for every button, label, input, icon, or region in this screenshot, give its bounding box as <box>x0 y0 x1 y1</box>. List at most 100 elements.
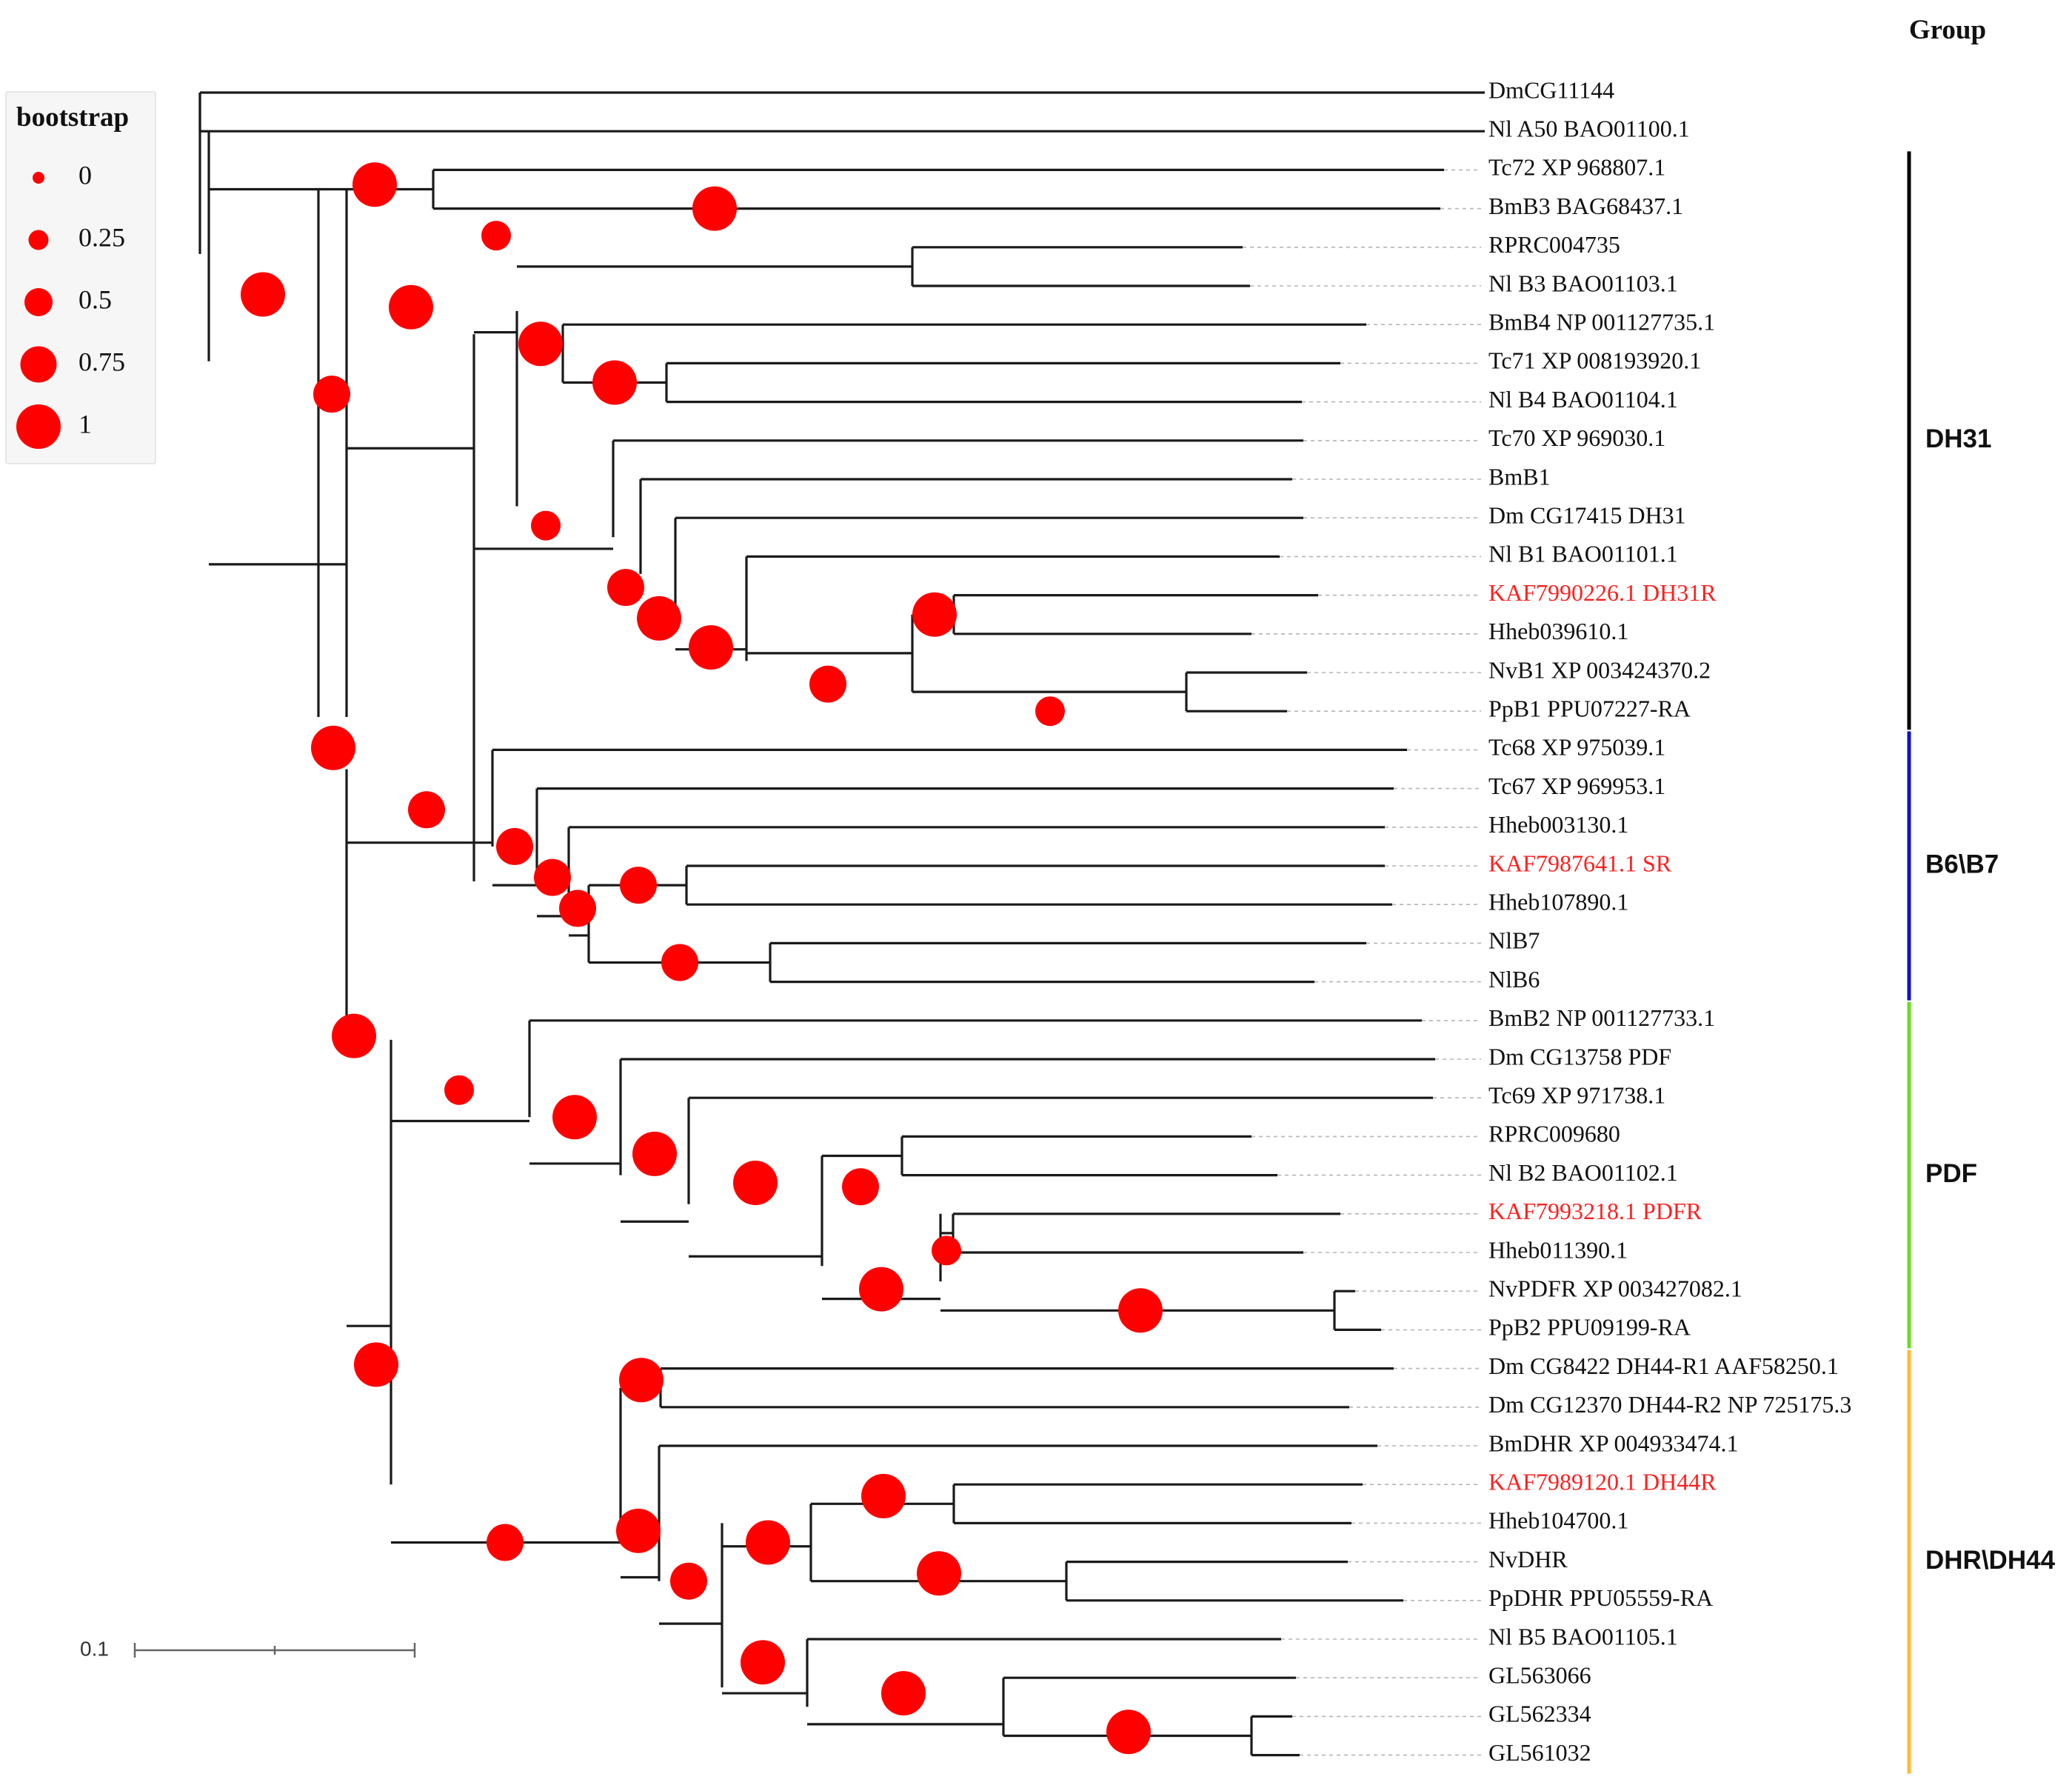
leaf-label: Nl B1 BAO01101.1 <box>1488 541 1678 567</box>
bootstrap-node-markers <box>241 162 1163 1755</box>
bootstrap-node-dot <box>408 791 445 829</box>
leaf-label: NlB7 <box>1488 927 1540 954</box>
leaf-label: Tc69 XP 971738.1 <box>1488 1082 1665 1109</box>
leaf-label: Hheb107890.1 <box>1488 889 1628 915</box>
leaf-label: NvDHR <box>1488 1546 1568 1572</box>
leaf-labels: DmCG11144 Nl A50 BAO01100.1 Tc72 XP 968807… <box>1488 76 1851 1766</box>
bootstrap-node-dot <box>531 510 561 541</box>
leaf-label: Dm CG12370 DH44-R2 NP 725175.3 <box>1488 1391 1851 1418</box>
legend-dot <box>24 288 53 316</box>
bootstrap-node-dot <box>487 1524 524 1561</box>
leaf-label: Hheb011390.1 <box>1488 1236 1628 1263</box>
bootstrap-node-dot <box>917 1551 961 1596</box>
bootstrap-node-dot <box>354 1342 398 1387</box>
legend-label: 1 <box>78 409 92 438</box>
bootstrap-node-dot <box>607 569 644 607</box>
group-column-title: Group <box>1909 15 1986 45</box>
leaf-label: NlB6 <box>1488 966 1540 993</box>
leaf-label: Hheb039610.1 <box>1488 618 1628 644</box>
bootstrap-node-dot <box>692 186 737 231</box>
leaf-label: Hheb003130.1 <box>1488 811 1628 838</box>
tree-branches <box>198 91 1485 1757</box>
legend-dot <box>16 404 61 449</box>
group-label: DH31 <box>1925 424 1991 453</box>
bootstrap-node-dot <box>637 596 681 641</box>
bootstrap-node-dot <box>912 592 957 637</box>
leaf-label: Tc67 XP 969953.1 <box>1488 773 1665 799</box>
leaf-label: Nl A50 BAO01100.1 <box>1488 116 1690 142</box>
leaf-label: Dm CG17415 DH31 <box>1488 502 1686 529</box>
scale-bar: 0.1 <box>80 1637 416 1660</box>
leaf-label: Tc72 XP 968807.1 <box>1488 154 1665 181</box>
legend-label: 0.75 <box>78 347 125 376</box>
bootstrap-node-dot <box>1118 1288 1163 1333</box>
leaf-label: GL563066 <box>1488 1662 1591 1689</box>
group-label: B6\B7 <box>1925 850 1999 878</box>
leaf-label: BmB1 <box>1488 463 1551 490</box>
leaf-label: BmB2 NP 001127733.1 <box>1488 1004 1715 1031</box>
leaf-label: Dm CG8422 DH44-R1 AAF58250.1 <box>1488 1352 1839 1379</box>
bootstrap-node-dot <box>552 1095 597 1140</box>
bootstrap-node-dot <box>881 1671 926 1716</box>
bootstrap-node-dot <box>518 321 563 367</box>
leaf-label: BmB4 NP 001127735.1 <box>1488 309 1715 336</box>
bootstrap-legend: bootstrap 0 0.25 0.5 0.75 1 <box>5 91 156 464</box>
bootstrap-node-dot <box>496 827 533 865</box>
bootstrap-node-dot <box>311 725 355 770</box>
group-annotations: Group DH31 B6\B7 PDF DHR\DH44 <box>1907 15 2056 1774</box>
leaf-label: KAF7989120.1 DH44R <box>1488 1469 1717 1495</box>
leaf-label: Nl B3 BAO01103.1 <box>1488 270 1678 296</box>
leaf-label: Tc70 XP 969030.1 <box>1488 424 1665 451</box>
legend-label: 0 <box>78 160 92 190</box>
group-label: PDF <box>1925 1159 1977 1188</box>
bootstrap-node-dot <box>1106 1709 1151 1755</box>
bootstrap-node-dot <box>389 284 433 330</box>
leaf-label: RPRC004735 <box>1488 231 1620 258</box>
leaf-label: PpB1 PPU07227-RA <box>1488 695 1691 722</box>
leaf-label: DmCG11144 <box>1488 76 1614 103</box>
bootstrap-node-dot <box>746 1520 790 1565</box>
legend-title: bootstrap <box>16 102 129 133</box>
bootstrap-node-dot <box>332 1013 376 1058</box>
bootstrap-node-dot <box>859 1267 903 1312</box>
leaf-label: PpDHR PPU05559-RA <box>1488 1584 1713 1611</box>
leaf-label: KAF7990226.1 DH31R <box>1488 579 1717 606</box>
bootstrap-node-dot <box>534 858 571 896</box>
legend-dot <box>28 230 49 250</box>
leaf-label: BmB3 BAG68437.1 <box>1488 193 1683 219</box>
legend-dot <box>33 172 44 184</box>
bootstrap-node-dot <box>444 1075 474 1105</box>
bootstrap-node-dot <box>1035 696 1065 727</box>
bootstrap-node-dot <box>661 944 698 981</box>
bootstrap-node-dot <box>689 625 733 670</box>
leaf-label: NvPDFR XP 003427082.1 <box>1488 1275 1742 1302</box>
legend-label: 0.25 <box>78 222 125 252</box>
bootstrap-node-dot <box>559 890 596 927</box>
leaf-label: GL561032 <box>1488 1739 1591 1766</box>
bootstrap-node-dot <box>733 1161 778 1206</box>
bootstrap-node-dot <box>592 360 637 405</box>
leaf-label: Tc71 XP 008193920.1 <box>1488 347 1701 374</box>
leaf-label: KAF7993218.1 PDFR <box>1488 1198 1702 1224</box>
bootstrap-node-dot <box>241 272 285 317</box>
bootstrap-node-dot <box>616 1508 661 1553</box>
leaf-label: Dm CG13758 PDF <box>1488 1043 1671 1070</box>
bootstrap-node-dot <box>861 1473 906 1518</box>
bootstrap-node-dot <box>842 1168 879 1206</box>
bootstrap-node-dot <box>932 1235 961 1266</box>
leaf-label: BmDHR XP 004933474.1 <box>1488 1430 1739 1456</box>
leaf-label: Tc68 XP 975039.1 <box>1488 734 1665 761</box>
scale-bar-label: 0.1 <box>80 1637 109 1660</box>
leaf-label: Hheb104700.1 <box>1488 1507 1628 1534</box>
bootstrap-node-dot <box>670 1562 707 1600</box>
bootstrap-node-dot <box>313 376 350 413</box>
leaf-leader-lines <box>1243 92 1485 1756</box>
leaf-label: PpB2 PPU09199-RA <box>1488 1314 1691 1341</box>
bootstrap-node-dot <box>619 1358 664 1403</box>
leaf-label: Nl B5 BAO01105.1 <box>1488 1623 1678 1649</box>
bootstrap-node-dot <box>620 867 657 904</box>
legend-label: 0.5 <box>78 284 112 314</box>
leaf-label: GL562334 <box>1488 1701 1591 1727</box>
bootstrap-node-dot <box>741 1640 785 1685</box>
